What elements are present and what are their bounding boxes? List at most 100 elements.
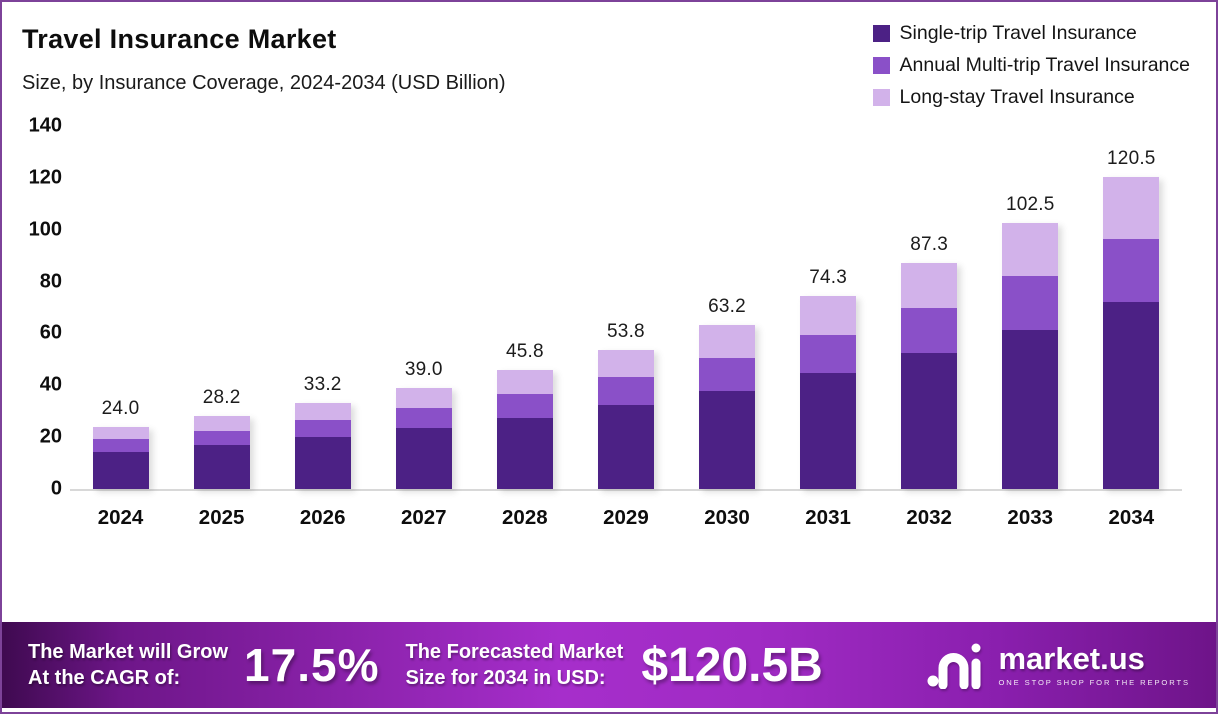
legend: Single-trip Travel Insurance Annual Multi… [872, 22, 1190, 118]
marketus-logo-text: market.us ONE STOP SHOP FOR THE REPORTS [998, 643, 1190, 687]
bar-stack-2024 [92, 426, 149, 489]
x-tick-label-2030: 2030 [704, 506, 750, 529]
bar-total-label: 33.2 [303, 373, 342, 395]
segment-2031-series2 [800, 334, 857, 374]
segment-2032-series2 [901, 307, 958, 354]
segment-2026-series2 [294, 420, 351, 438]
x-tick-label-2033: 2033 [1007, 506, 1054, 529]
bar-2027: 39.0 [395, 359, 452, 489]
bar-2029: 53.8 [597, 320, 654, 489]
segment-2027-series3 [395, 387, 452, 409]
segment-2024-series2 [92, 439, 149, 452]
cagr-label-line1: The Market will Grow [28, 641, 229, 663]
bar-stack-2026 [294, 402, 351, 489]
bars-container: 24.0 28.2 33.2 39.0 45.8 53.8 63.2 74.3 87.3 102.… [70, 126, 1182, 489]
plot-area: 0 20 40 60 80 100 120 140 24.0 28.2 33.2 39.0 45.8 5… [29, 115, 1182, 500]
segment-2031-series3 [800, 296, 857, 335]
bar-total-label: 102.5 [1005, 194, 1055, 216]
y-tick-label: 20 [39, 425, 62, 448]
marketus-logo: market.us ONE STOP SHOP FOR THE REPORTS [926, 641, 1190, 689]
x-tick-label-2024: 2024 [97, 506, 144, 529]
legend-item-2: Annual Multi-trip Travel Insurance [872, 54, 1190, 77]
segment-2024-series3 [92, 426, 149, 440]
bar-stack-2031 [800, 296, 857, 489]
bar-stack-2025 [193, 415, 250, 489]
forecast-label: The Forecasted Market Size for 2034 in U… [405, 639, 623, 691]
segment-2032-series3 [901, 262, 958, 308]
cagr-value: 17.5% [244, 639, 380, 691]
x-axis-labels: 2024 2025 2026 2027 2028 2029 2030 2031 2032 2033… [70, 491, 1182, 530]
brand-tagline: ONE STOP SHOP FOR THE REPORTS [998, 678, 1190, 687]
segment-2032-series1 [901, 353, 958, 489]
bar-total-label: 74.3 [809, 267, 847, 289]
legend-swatch-icon [872, 57, 890, 74]
legend-label: Long-stay Travel Insurance [899, 86, 1135, 108]
bar-stack-2030 [699, 325, 755, 489]
bar-stack-2034 [1103, 176, 1160, 489]
legend-item-1: Single-trip Travel Insurance [872, 22, 1190, 45]
bar-total-label: 53.8 [607, 320, 645, 342]
bar-total-label: 120.5 [1107, 147, 1156, 169]
bar-2031: 74.3 [800, 267, 857, 489]
segment-2033-series1 [1002, 329, 1059, 489]
bar-stack-2028 [496, 370, 553, 489]
page-subtitle: Size, by Insurance Coverage, 2024-2034 (… [22, 72, 506, 94]
bar-stack-2032 [901, 262, 958, 489]
segment-2028-series3 [496, 370, 553, 394]
segment-2030-series3 [699, 325, 755, 359]
y-tick-label: 140 [28, 114, 62, 137]
bar-stack-2027 [395, 387, 452, 489]
legend-swatch-icon [872, 89, 890, 106]
bar-stack-2029 [597, 349, 654, 489]
bar-2034: 120.5 [1103, 147, 1160, 489]
segment-2033-series3 [1002, 223, 1059, 277]
x-tick-label-2028: 2028 [502, 506, 548, 529]
bar-2030: 63.2 [699, 296, 755, 489]
title-block: Travel Insurance Market Size, by Insuran… [22, 18, 506, 95]
bar-total-label: 63.2 [708, 296, 746, 318]
bar-2032: 87.3 [901, 234, 958, 489]
x-tick-label-2026: 2026 [299, 506, 346, 529]
legend-label: Annual Multi-trip Travel Insurance [899, 54, 1190, 76]
x-tick-label-2034: 2034 [1108, 506, 1155, 529]
segment-2034-series2 [1103, 239, 1160, 302]
legend-swatch-icon [872, 25, 890, 42]
segment-2033-series2 [1002, 276, 1059, 330]
segment-2034-series1 [1103, 301, 1160, 489]
stacked-bar-chart: 0 20 40 60 80 100 120 140 24.0 28.2 33.2 39.0 45.8 5… [22, 115, 1182, 530]
x-tick-label-2031: 2031 [805, 506, 851, 529]
bar-total-label: 45.8 [505, 341, 544, 363]
brand-name: market.us [998, 641, 1145, 676]
bar-total-label: 24.0 [101, 397, 140, 419]
bar-2026: 33.2 [294, 373, 351, 489]
y-tick-label: 0 [50, 477, 62, 500]
segment-2029-series1 [597, 405, 654, 489]
x-tick-label-2032: 2032 [906, 506, 952, 529]
segment-2027-series1 [395, 428, 452, 489]
segment-2030-series2 [699, 358, 755, 391]
segment-2024-series1 [92, 451, 149, 489]
y-tick-label: 40 [39, 373, 62, 396]
y-tick-label: 80 [39, 270, 62, 293]
segment-2026-series3 [294, 402, 351, 421]
y-tick-label: 120 [28, 166, 62, 189]
bar-2028: 45.8 [496, 341, 553, 489]
legend-item-3: Long-stay Travel Insurance [872, 86, 1190, 109]
x-tick-label-2025: 2025 [198, 506, 245, 529]
bar-2024: 24.0 [92, 397, 149, 489]
segment-2025-series1 [193, 445, 250, 489]
segment-2034-series3 [1103, 176, 1160, 240]
segment-2028-series2 [496, 393, 553, 418]
forecast-label-line1: The Forecasted Market [405, 641, 624, 663]
x-tick-label-2027: 2027 [400, 506, 447, 529]
segment-2028-series1 [496, 417, 553, 489]
marketus-logo-icon [927, 643, 981, 689]
segment-2029-series2 [597, 377, 654, 406]
header: Travel Insurance Market Size, by Insuran… [2, 2, 1216, 118]
page-title: Travel Insurance Market [22, 24, 337, 54]
cagr-label: The Market will Grow At the CAGR of: [28, 639, 228, 691]
segment-2031-series1 [800, 373, 857, 489]
forecast-value: $120.5B [641, 638, 823, 692]
forecast-label-line2: Size for 2034 in USD: [405, 667, 606, 689]
